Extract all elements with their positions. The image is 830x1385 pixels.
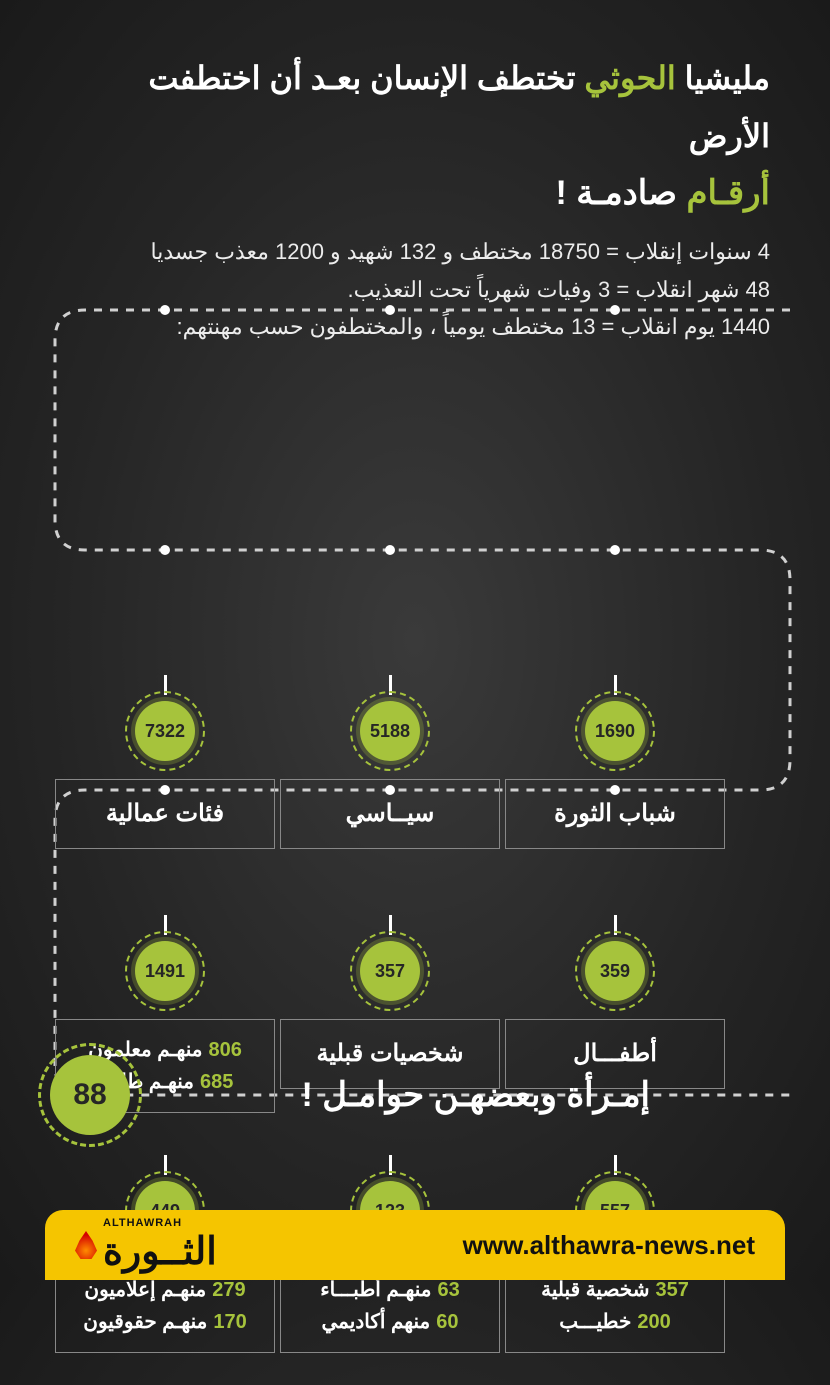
sub-number: 200 bbox=[637, 1306, 670, 1338]
title-line-2: أرقـام صادمـة ! bbox=[60, 173, 770, 213]
sub-number: 806 bbox=[208, 1034, 241, 1066]
footer-bar: www.althawra-news.net ALTHAWRAH الثــورة bbox=[45, 1210, 785, 1280]
sub-number: 685 bbox=[200, 1066, 233, 1098]
sub-text: خطيـــب bbox=[559, 1306, 631, 1338]
label-box: سيــاسي bbox=[280, 779, 500, 849]
stat-cell: 7322 فئات عمالية bbox=[55, 675, 275, 849]
sub-number: 60 bbox=[436, 1306, 458, 1338]
subtitle-accent: أرقـام bbox=[687, 174, 771, 212]
footer-url: www.althawra-news.net bbox=[463, 1230, 755, 1261]
sub-line: 170منهـم حقوقيون bbox=[83, 1306, 247, 1338]
value-circle: 1491 bbox=[135, 941, 195, 1001]
stats-line-2: 48 شهر انقلاب = 3 وفيات شهرياً تحت التعذ… bbox=[60, 271, 770, 308]
stat-cell: 1690 شباب الثورة bbox=[505, 675, 725, 849]
stat-cell: 5188 سيــاسي bbox=[280, 675, 500, 849]
stats-line-3: 1440 يوم انقلاب = 13 مختطف يومياً ، والم… bbox=[60, 308, 770, 345]
stat-cell: 357 شخصيات قبلية bbox=[280, 915, 500, 1089]
sub-line: 200خطيـــب bbox=[559, 1306, 670, 1338]
title-prefix: مليشيا bbox=[676, 60, 770, 96]
sub-text: منهـم حقوقيون bbox=[83, 1306, 207, 1338]
final-circle: 88 bbox=[50, 1055, 130, 1135]
sub-number: 170 bbox=[213, 1306, 246, 1338]
category-label: سيــاسي bbox=[346, 795, 435, 833]
value-circle: 7322 bbox=[135, 701, 195, 761]
title-accent: الحوثي bbox=[584, 60, 675, 96]
value-circle: 359 bbox=[585, 941, 645, 1001]
final-value: 88 bbox=[73, 1078, 106, 1112]
sub-line: 60منهم أكاديمي bbox=[322, 1306, 459, 1338]
stats-block: 4 سنوات إنقلاب = 18750 مختطف و 132 شهيد … bbox=[0, 223, 830, 365]
sub-text: منهم أكاديمي bbox=[322, 1306, 431, 1338]
footer-logo: ALTHAWRAH الثــورة bbox=[75, 1217, 217, 1274]
category-label: شباب الثورة bbox=[554, 795, 676, 833]
logo-subtext: ALTHAWRAH bbox=[103, 1217, 182, 1229]
footer: www.althawra-news.net ALTHAWRAH الثــورة bbox=[0, 1170, 830, 1280]
logo-text: الثــورة bbox=[103, 1229, 217, 1274]
final-text: إمـرأة وبعضهـن حوامـل ! bbox=[301, 1075, 650, 1115]
flame-icon bbox=[75, 1231, 97, 1259]
value-circle: 5188 bbox=[360, 701, 420, 761]
value-circle: 357 bbox=[360, 941, 420, 1001]
subtitle-rest: صادمـة ! bbox=[556, 174, 687, 212]
stats-line-1: 4 سنوات إنقلاب = 18750 مختطف و 132 شهيد … bbox=[60, 233, 770, 270]
label-box: شباب الثورة bbox=[505, 779, 725, 849]
stat-cell: 359 أطفـــال bbox=[505, 915, 725, 1089]
title-block: مليشيا الحوثي تختطف الإنسان بعـد أن اختط… bbox=[0, 0, 830, 223]
value-circle: 1690 bbox=[585, 701, 645, 761]
label-box: فئات عمالية bbox=[55, 779, 275, 849]
category-label: أطفـــال bbox=[573, 1035, 657, 1073]
title-line-1: مليشيا الحوثي تختطف الإنسان بعـد أن اختط… bbox=[60, 50, 770, 165]
category-label: فئات عمالية bbox=[106, 795, 224, 833]
category-label: شخصيات قبلية bbox=[317, 1035, 464, 1073]
